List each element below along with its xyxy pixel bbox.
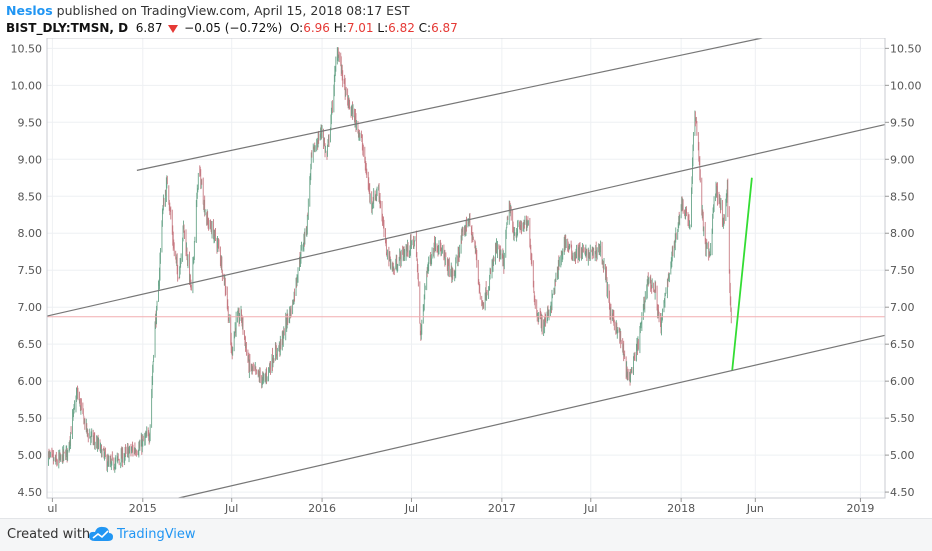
y-tick-label-left: 8.50 [18,190,43,203]
close-value: 6.87 [431,21,458,35]
y-tick-label-right: 7.50 [890,264,915,277]
x-tick-label: 2017 [488,502,516,515]
y-tick-label-right: 5.00 [890,449,915,462]
plot-frame [46,38,886,499]
x-tick-label: Jul [404,502,418,515]
price-axis[interactable]: 4.50 4.50 5.00 5.00 5.50 5.50 6.00 6.00 6.50 6.50… [11,42,922,499]
y-tick-label-left: 10.00 [11,79,43,92]
symbol-name[interactable]: BIST_DLY:TMSN, D [6,21,129,35]
x-tick-label: 2019 [846,502,874,515]
x-tick-label: Jun [746,502,764,515]
y-tick-label-right: 6.50 [890,338,915,351]
trendline-upper-channel [136,38,763,171]
author-link[interactable]: Neslos [6,3,53,18]
last-price: 6.87 [135,21,163,35]
y-tick-label-right: 10.50 [890,42,922,55]
y-tick-label-left: 6.50 [18,338,43,351]
x-tick-label: ul [47,502,57,515]
trendline-middle-channel [46,123,886,317]
price-change: −0.05 (−0.72%) [184,21,283,35]
x-tick-label: 2015 [129,502,157,515]
footer-bar: Created with TradingView [0,518,932,551]
y-tick-label-right: 9.50 [890,116,915,129]
y-tick-label-left: 7.50 [18,264,43,277]
open-label: O: [289,21,304,35]
y-tick-label-left: 8.00 [18,227,43,240]
created-with-text: Created with [7,527,91,542]
y-tick-label-left: 9.50 [18,116,43,129]
chart-grid [47,38,885,498]
y-tick-label-left: 7.00 [18,301,43,314]
trendline-lower-channel [178,334,886,499]
y-tick-label-right: 4.50 [890,486,915,499]
high-value: 7.01 [346,21,374,35]
y-tick-label-left: 5.00 [18,449,43,462]
high-label: H: [333,21,347,35]
drawing-lines [46,38,886,499]
candlestick-series [46,47,732,473]
y-tick-label-left: 4.50 [18,486,43,499]
publish-line: Neslos published on TradingView.com, Apr… [6,2,926,20]
y-tick-label-right: 9.00 [890,153,915,166]
y-tick-label-right: 6.00 [890,375,915,388]
tradingview-brand[interactable]: TradingView [117,527,196,542]
low-value: 6.82 [388,21,415,35]
y-tick-label-right: 5.50 [890,412,915,425]
close-label: C: [418,21,432,35]
y-tick-label-right: 8.50 [890,190,915,203]
y-tick-label-left: 10.50 [11,42,43,55]
open-value: 6.96 [303,21,330,35]
x-tick-label: Jul [224,502,238,515]
y-tick-label-right: 7.00 [890,301,915,314]
x-tick-label: Jul [583,502,597,515]
low-label: L: [377,21,389,35]
y-tick-label-right: 10.00 [890,79,922,92]
y-tick-label-left: 6.00 [18,375,43,388]
y-tick-label-left: 5.50 [18,412,43,425]
projection-line [731,177,753,371]
symbol-line: BIST_DLY:TMSN, D 6.87 −0.05 (−0.72%) O:6… [6,20,926,37]
chart-header: Neslos published on TradingView.com, Apr… [6,2,926,37]
x-tick-label: 2018 [667,502,695,515]
y-tick-label-right: 8.00 [890,227,915,240]
down-arrow-icon [168,24,179,33]
price-chart[interactable]: 4.50 4.50 5.00 5.00 5.50 5.50 6.00 6.00 6.50 6.50… [0,38,932,518]
x-tick-label: 2016 [308,502,336,515]
time-axis[interactable]: ul 2015 Jul 2016 Jul 2017 Jul 2018 Jun 2019 [47,498,874,515]
published-text: published on TradingView.com, April 15, … [52,3,410,18]
y-tick-label-left: 9.00 [18,153,43,166]
tradingview-logo-icon[interactable] [88,525,114,543]
